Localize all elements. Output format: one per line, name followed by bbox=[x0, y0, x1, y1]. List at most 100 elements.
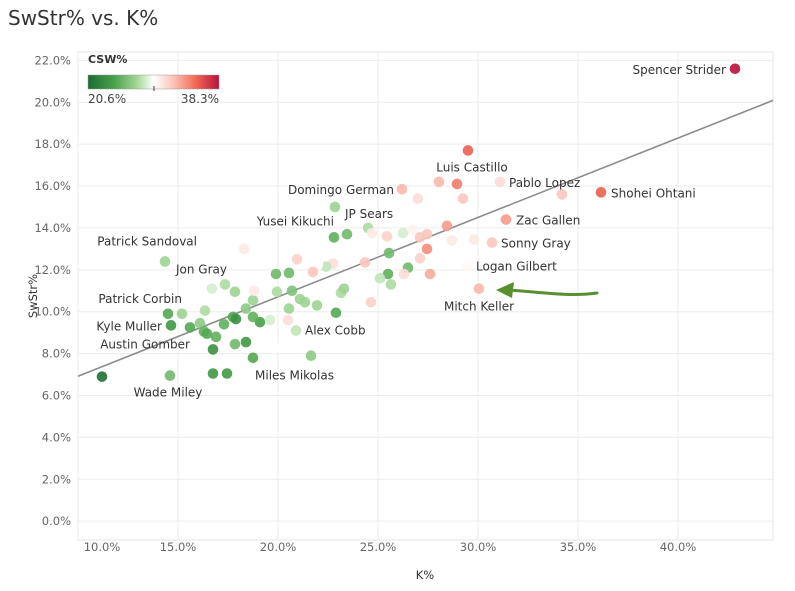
data-point[interactable] bbox=[457, 193, 469, 204]
data-point[interactable] bbox=[229, 338, 241, 350]
data-point[interactable] bbox=[307, 266, 319, 278]
data-point[interactable] bbox=[240, 336, 252, 348]
data-point-luis-castillo[interactable] bbox=[462, 145, 474, 156]
data-point[interactable] bbox=[330, 307, 342, 319]
data-point[interactable] bbox=[176, 308, 188, 320]
data-point-yusei-kikuchi[interactable] bbox=[328, 232, 340, 243]
data-point-jon-gray[interactable] bbox=[159, 256, 171, 267]
data-point[interactable] bbox=[359, 257, 371, 268]
data-point[interactable] bbox=[374, 272, 386, 284]
data-point-shohei-ohtani[interactable] bbox=[595, 187, 607, 198]
point-label: Domingo German bbox=[288, 183, 394, 197]
y-tick-label: 4.0% bbox=[42, 430, 71, 444]
data-point[interactable] bbox=[96, 371, 108, 382]
y-axis-title: SwStr% bbox=[26, 274, 40, 318]
data-point[interactable] bbox=[247, 294, 259, 306]
data-point[interactable] bbox=[283, 267, 295, 279]
data-point[interactable] bbox=[194, 317, 206, 329]
data-point[interactable] bbox=[230, 313, 242, 325]
point-label: Luis Castillo bbox=[436, 160, 508, 174]
data-point[interactable] bbox=[248, 285, 260, 297]
data-point-domingo-german[interactable] bbox=[396, 183, 408, 195]
data-point-patrick-corbin[interactable] bbox=[162, 308, 174, 320]
point-label: Sonny Gray bbox=[501, 237, 571, 251]
data-point-spencer-strider[interactable] bbox=[729, 63, 741, 75]
point-label: Yusei Kikuchi bbox=[256, 214, 334, 228]
data-point[interactable] bbox=[383, 247, 395, 259]
data-point[interactable] bbox=[320, 261, 332, 272]
x-tick-label: 35.0% bbox=[560, 540, 597, 554]
data-point[interactable] bbox=[468, 234, 480, 245]
data-point[interactable] bbox=[206, 283, 218, 294]
data-point[interactable] bbox=[270, 268, 282, 280]
data-point[interactable] bbox=[283, 303, 295, 314]
y-tick-label: 12.0% bbox=[34, 263, 71, 277]
x-tick-label: 15.0% bbox=[160, 540, 197, 554]
data-point[interactable] bbox=[311, 300, 323, 311]
point-label: JP Sears bbox=[344, 207, 393, 221]
data-point[interactable] bbox=[264, 314, 276, 326]
y-tick-label: 20.0% bbox=[34, 95, 71, 109]
data-point[interactable] bbox=[398, 268, 410, 280]
point-label: Pablo Lopez bbox=[509, 176, 580, 190]
data-point-alex-cobb[interactable] bbox=[290, 325, 302, 336]
data-point[interactable] bbox=[397, 227, 409, 239]
data-point[interactable] bbox=[201, 328, 213, 339]
data-point[interactable] bbox=[421, 243, 433, 255]
data-point-pablo-lopez[interactable] bbox=[494, 176, 506, 188]
data-point-wade-miley[interactable] bbox=[164, 370, 176, 381]
data-point[interactable] bbox=[365, 296, 377, 308]
point-label: Miles Mikolas bbox=[255, 368, 334, 382]
data-point[interactable] bbox=[366, 227, 378, 239]
data-point[interactable] bbox=[238, 243, 250, 255]
data-point[interactable] bbox=[424, 268, 436, 280]
y-tick-label: 10.0% bbox=[34, 305, 71, 319]
data-point-logan-gilbert[interactable] bbox=[461, 260, 473, 271]
data-point[interactable] bbox=[271, 286, 283, 298]
data-point-kyle-muller[interactable] bbox=[165, 320, 177, 331]
data-point-austin-gomber[interactable] bbox=[207, 344, 219, 355]
data-point[interactable] bbox=[199, 305, 211, 316]
data-point[interactable] bbox=[381, 231, 393, 242]
x-tick-label: 40.0% bbox=[660, 540, 697, 554]
data-point[interactable] bbox=[382, 268, 394, 280]
data-point-sonny-gray[interactable] bbox=[486, 237, 498, 248]
data-point[interactable] bbox=[247, 352, 259, 364]
data-point[interactable] bbox=[441, 220, 453, 232]
data-point[interactable] bbox=[451, 178, 463, 190]
data-point[interactable] bbox=[433, 176, 445, 188]
point-label: Spencer Strider bbox=[633, 63, 727, 77]
data-point[interactable] bbox=[184, 322, 196, 333]
data-point-jp-sears[interactable] bbox=[329, 201, 341, 213]
data-point[interactable] bbox=[240, 303, 252, 314]
data-point-patrick-sandoval[interactable] bbox=[201, 235, 213, 246]
data-point[interactable] bbox=[219, 279, 231, 290]
data-point[interactable] bbox=[207, 368, 219, 379]
data-point-mitch-keller[interactable] bbox=[473, 283, 485, 294]
data-point[interactable] bbox=[338, 283, 350, 294]
data-point[interactable] bbox=[412, 193, 424, 204]
y-tick-label: 22.0% bbox=[34, 53, 71, 67]
data-point[interactable] bbox=[218, 318, 230, 330]
data-point[interactable] bbox=[229, 286, 241, 298]
data-point-zac-gallen[interactable] bbox=[500, 214, 512, 225]
data-point[interactable] bbox=[286, 285, 298, 297]
data-point[interactable] bbox=[446, 235, 458, 246]
point-label: Kyle Muller bbox=[96, 319, 162, 333]
data-point[interactable] bbox=[414, 253, 426, 264]
data-point[interactable] bbox=[269, 343, 281, 354]
x-tick-label: 10.0% bbox=[84, 540, 121, 554]
data-point[interactable] bbox=[299, 296, 311, 308]
data-point[interactable] bbox=[421, 228, 433, 240]
data-point-miles-mikolas[interactable] bbox=[221, 368, 233, 379]
data-point[interactable] bbox=[282, 314, 294, 326]
data-point[interactable] bbox=[210, 331, 222, 343]
data-point[interactable] bbox=[305, 350, 317, 361]
data-point[interactable] bbox=[556, 189, 568, 200]
data-point[interactable] bbox=[291, 254, 303, 265]
data-point[interactable] bbox=[385, 279, 397, 290]
data-point[interactable] bbox=[341, 228, 353, 240]
data-point[interactable] bbox=[247, 311, 259, 323]
data-point[interactable] bbox=[407, 224, 419, 236]
